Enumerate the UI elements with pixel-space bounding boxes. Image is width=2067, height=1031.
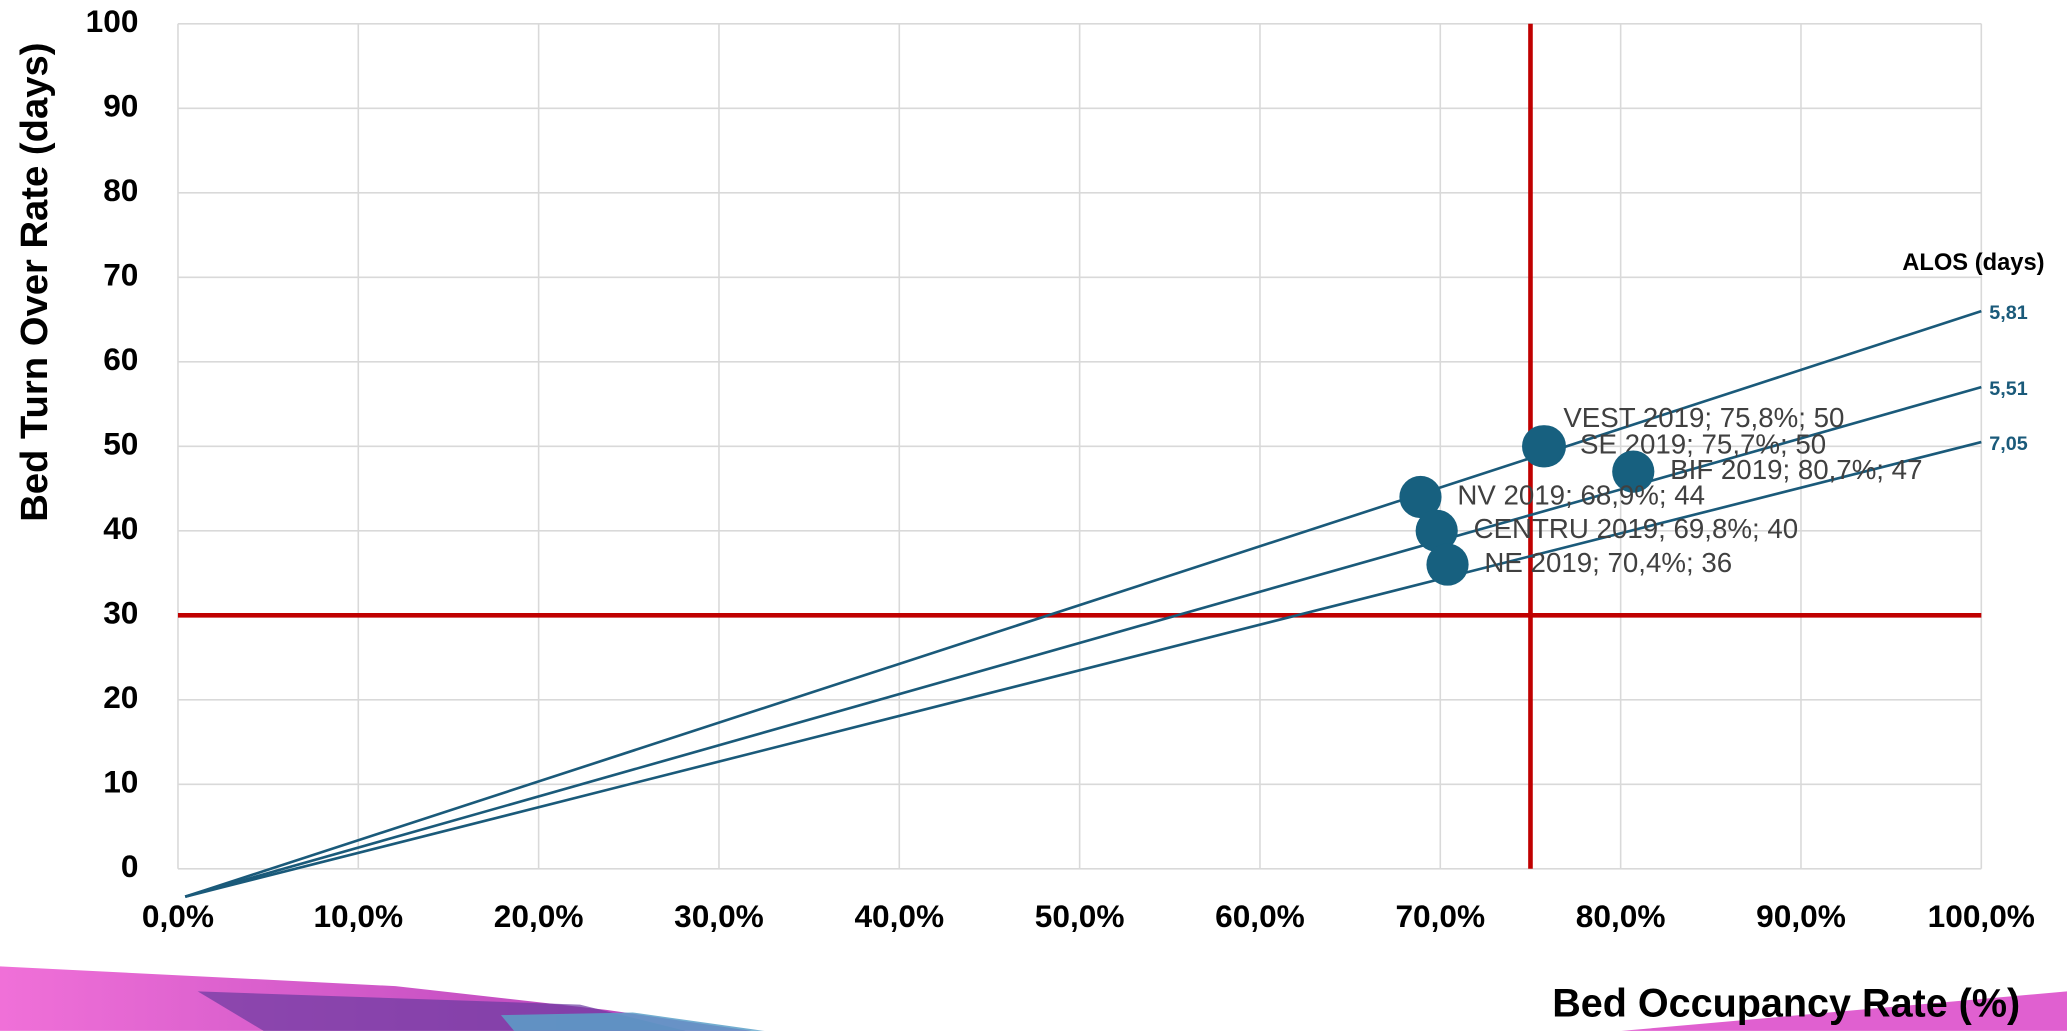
x-tick-label: 100,0% [1928,898,2035,934]
point-label: BIF 2019; 80,7%; 47 [1670,454,1922,485]
point [1399,475,1442,519]
x-tick-label: 0,0% [142,898,214,934]
x-tick-label: 80,0% [1576,898,1666,934]
x-tick-label: 50,0% [1035,898,1125,934]
alos-line [184,385,1982,898]
point-label: VEST 2019; 75,8%; 50 [1563,402,1844,433]
y-tick-label: 0 [121,848,139,884]
point-label: SE 2019; 75,7%; 50 [1580,429,1826,460]
point-label: NV 2019; 68,9%; 44 [1457,479,1705,510]
point-label: CENTRU 2019; 69,8%; 40 [1474,513,1799,544]
x-tick-label: 20,0% [494,898,584,934]
alos-label: 5,81 [1989,302,2027,324]
plot-area: 0 10 20 30 40 50 60 70 80 90 100 0,0% 10,0% 20,0% 30,0… [86,3,2035,934]
decoration [0,966,2067,1031]
y-tick-label: 60 [103,341,138,377]
y-tick-label: 90 [103,88,138,124]
point [1426,543,1469,586]
point [1415,509,1458,552]
alos-label: 5,51 [1989,378,2027,400]
y-tick-label: 10 [103,764,138,800]
x-tick-label: 40,0% [854,898,944,934]
y-axis-title: Bed Turn Over Rate (days) [13,43,56,522]
x-tick-label: 90,0% [1756,898,1846,934]
x-tick-label: 30,0% [674,898,764,934]
point-label: NE 2019; 70,4%; 36 [1484,547,1732,578]
point [1612,450,1655,493]
y-tick-label: 40 [103,510,138,546]
y-tick-label: 20 [103,679,138,715]
alos-line [184,440,1982,898]
y-tick-label: 80 [103,172,138,208]
alos-label: 7,05 [1989,433,2027,455]
y-tick-label: 70 [103,257,138,293]
y-tick-label: 100 [86,3,139,39]
point [1522,425,1565,468]
y-tick-label: 30 [103,595,138,631]
alos-line [184,309,1982,898]
x-tick-label: 10,0% [313,898,403,934]
x-tick-label: 70,0% [1395,898,1485,934]
alos-title: ALOS (days) [1902,250,2044,276]
y-tick-label: 50 [103,426,138,462]
x-tick-label: 60,0% [1215,898,1305,934]
x-axis-title: Bed Occupancy Rate (%) [1552,981,2020,1025]
